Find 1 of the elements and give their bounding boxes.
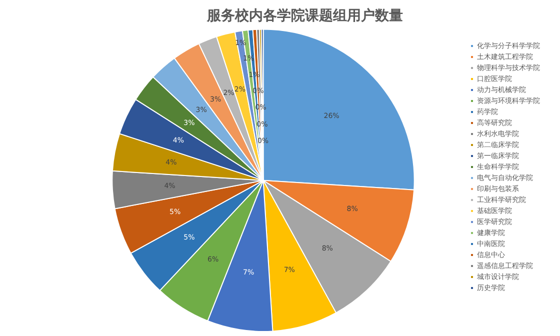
- chart-title: 服务校内各学院课题组用户数量: [206, 7, 403, 24]
